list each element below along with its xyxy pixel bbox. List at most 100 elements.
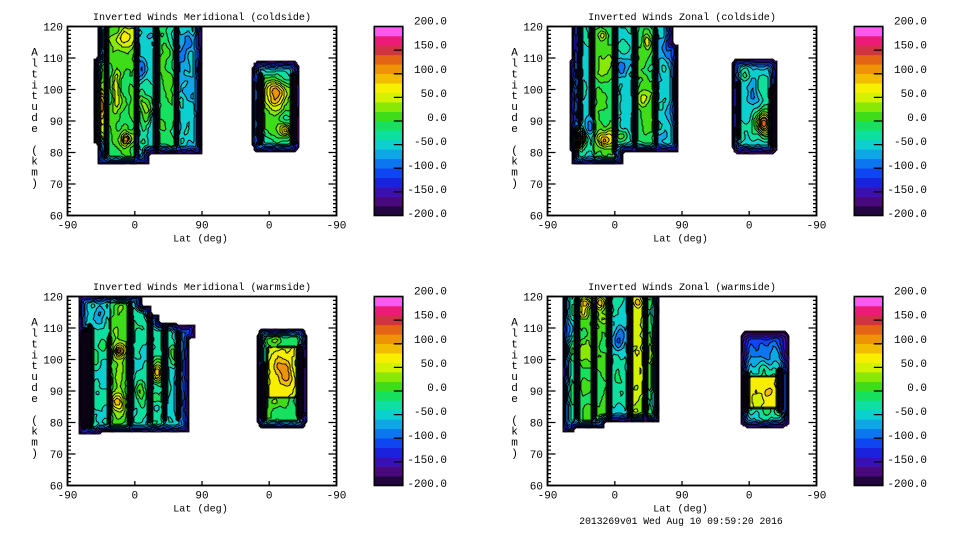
svg-text:150.0: 150.0 (894, 311, 927, 323)
svg-text:-90: -90 (807, 491, 827, 503)
svg-text:u: u (31, 102, 38, 114)
svg-text:l: l (511, 59, 518, 71)
svg-text:Lat (deg): Lat (deg) (173, 504, 228, 516)
svg-text:d: d (511, 113, 518, 125)
svg-text:l: l (31, 329, 38, 341)
svg-text:80: 80 (530, 149, 543, 161)
svg-text:-90: -90 (327, 221, 347, 233)
svg-text:i: i (31, 350, 38, 362)
svg-text:60: 60 (530, 212, 543, 224)
svg-text:d: d (31, 113, 38, 125)
svg-text:i: i (511, 80, 518, 92)
svg-text:e: e (31, 394, 38, 406)
svg-text:0: 0 (746, 491, 753, 503)
svg-text:Lat (deg): Lat (deg) (173, 234, 228, 246)
svg-text:110: 110 (523, 324, 543, 336)
svg-text:70: 70 (530, 450, 543, 462)
svg-text:70: 70 (50, 450, 63, 462)
svg-text:A: A (31, 318, 38, 330)
svg-text:Lat (deg): Lat (deg) (653, 234, 708, 246)
svg-text:t: t (31, 69, 38, 81)
svg-text:t: t (511, 91, 518, 103)
svg-text:u: u (31, 372, 38, 384)
svg-text:m: m (511, 168, 518, 180)
svg-text:-50.0: -50.0 (894, 137, 927, 149)
svg-text:200.0: 200.0 (414, 287, 447, 299)
svg-text:0: 0 (611, 221, 618, 233)
svg-text:100.0: 100.0 (894, 65, 927, 77)
svg-text:): ) (31, 178, 38, 190)
svg-text:d: d (511, 383, 518, 395)
svg-text:-100.0: -100.0 (407, 161, 447, 173)
svg-text:e: e (511, 394, 518, 406)
svg-text:0.0: 0.0 (427, 113, 447, 125)
svg-text:110: 110 (523, 54, 543, 66)
svg-text:m: m (31, 168, 38, 180)
svg-text:-150.0: -150.0 (887, 185, 927, 197)
svg-text:(: ( (511, 416, 518, 428)
svg-text:(: ( (31, 416, 38, 428)
svg-text:u: u (511, 102, 518, 114)
svg-text:100: 100 (43, 356, 63, 368)
svg-text:u: u (511, 372, 518, 384)
svg-text:t: t (31, 361, 38, 373)
svg-text:Inverted Winds Zonal (coldside: Inverted Winds Zonal (coldside) (588, 12, 776, 24)
svg-text:0: 0 (266, 221, 273, 233)
svg-text:l: l (511, 329, 518, 341)
svg-text:100.0: 100.0 (414, 65, 447, 77)
svg-text:80: 80 (530, 419, 543, 431)
svg-text:-150.0: -150.0 (407, 455, 447, 467)
svg-text:90: 90 (530, 117, 543, 129)
svg-text:0: 0 (611, 491, 618, 503)
svg-text:90: 90 (675, 221, 688, 233)
svg-text:120: 120 (523, 293, 543, 305)
svg-text:e: e (31, 124, 38, 136)
svg-text:t: t (511, 339, 518, 351)
svg-text:100: 100 (523, 86, 543, 98)
svg-text:): ) (511, 448, 518, 460)
svg-text:Inverted Winds Meridional (col: Inverted Winds Meridional (coldside) (93, 12, 311, 24)
svg-text:k: k (511, 427, 518, 439)
svg-text:0.0: 0.0 (427, 383, 447, 395)
svg-text:Inverted Winds Zonal (warmside: Inverted Winds Zonal (warmside) (588, 282, 776, 294)
svg-text:A: A (511, 48, 518, 60)
svg-text:k: k (511, 157, 518, 169)
svg-text:150.0: 150.0 (894, 41, 927, 53)
svg-text:70: 70 (530, 180, 543, 192)
svg-text:-200.0: -200.0 (887, 479, 927, 491)
svg-text:70: 70 (50, 180, 63, 192)
svg-text:-200.0: -200.0 (887, 209, 927, 221)
svg-text:Inverted Winds Meridional (war: Inverted Winds Meridional (warmside) (93, 282, 311, 294)
svg-text:-100.0: -100.0 (407, 431, 447, 443)
svg-text:-50.0: -50.0 (414, 137, 447, 149)
svg-text:100: 100 (523, 356, 543, 368)
svg-text:-50.0: -50.0 (894, 407, 927, 419)
svg-text:50.0: 50.0 (421, 89, 447, 101)
svg-text:90: 90 (195, 221, 208, 233)
svg-text:-200.0: -200.0 (407, 209, 447, 221)
svg-text:Lat (deg): Lat (deg) (653, 504, 708, 516)
svg-text:0: 0 (131, 221, 138, 233)
svg-text:A: A (31, 48, 38, 60)
svg-text:90: 90 (195, 491, 208, 503)
svg-text:l: l (31, 59, 38, 71)
svg-text:-90: -90 (538, 491, 558, 503)
svg-text:90: 90 (530, 387, 543, 399)
svg-text:200.0: 200.0 (414, 17, 447, 29)
svg-text:m: m (511, 438, 518, 450)
svg-text:-150.0: -150.0 (407, 185, 447, 197)
svg-text:-90: -90 (58, 491, 78, 503)
svg-text:200.0: 200.0 (894, 287, 927, 299)
svg-text:150.0: 150.0 (414, 41, 447, 53)
svg-text:-100.0: -100.0 (887, 161, 927, 173)
svg-text:80: 80 (50, 419, 63, 431)
svg-text:100.0: 100.0 (414, 335, 447, 347)
svg-text:2013269v01 Wed Aug 10 09:59:20: 2013269v01 Wed Aug 10 09:59:20 2016 (579, 516, 783, 527)
svg-text:90: 90 (50, 117, 63, 129)
svg-text:-90: -90 (58, 221, 78, 233)
svg-text:A: A (511, 318, 518, 330)
svg-text:): ) (511, 178, 518, 190)
svg-text:t: t (511, 69, 518, 81)
svg-text:-90: -90 (538, 221, 558, 233)
svg-text:m: m (31, 438, 38, 450)
